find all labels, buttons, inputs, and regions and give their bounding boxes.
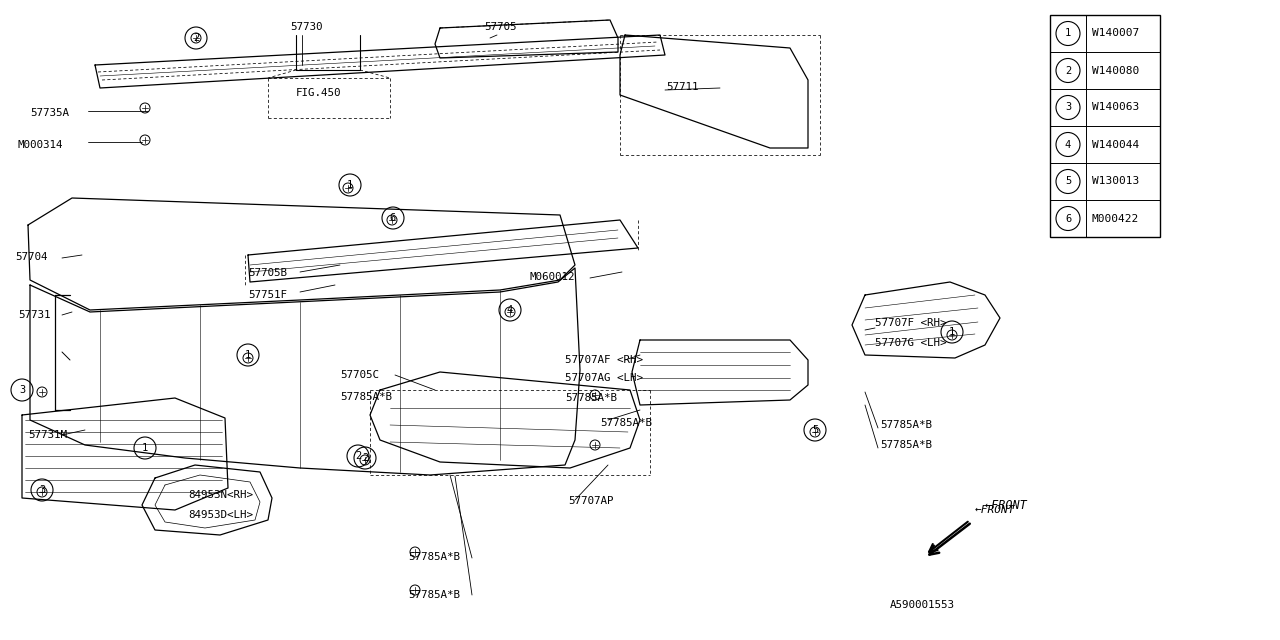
Text: 57707F <RH>: 57707F <RH>	[876, 318, 946, 328]
Text: 57705C: 57705C	[340, 370, 379, 380]
Text: 4: 4	[1065, 140, 1071, 150]
Text: 1: 1	[948, 327, 955, 337]
Text: FIG.450: FIG.450	[296, 88, 342, 98]
Text: ←FRONT: ←FRONT	[975, 505, 1015, 515]
Text: W130013: W130013	[1092, 177, 1139, 186]
Text: 84953D<LH>: 84953D<LH>	[188, 510, 253, 520]
Text: 2: 2	[1065, 65, 1071, 76]
Text: 6: 6	[390, 213, 396, 223]
Text: 4: 4	[507, 305, 513, 315]
Text: 57785A*B: 57785A*B	[408, 552, 460, 562]
Text: 84953N<RH>: 84953N<RH>	[188, 490, 253, 500]
Text: 57704: 57704	[15, 252, 47, 262]
Text: 57785A*B: 57785A*B	[340, 392, 392, 402]
Text: W140007: W140007	[1092, 29, 1139, 38]
Text: 57785A*B: 57785A*B	[881, 440, 932, 450]
Text: 6: 6	[1065, 214, 1071, 223]
Text: 2: 2	[355, 451, 361, 461]
Text: W140044: W140044	[1092, 140, 1139, 150]
Text: 1: 1	[142, 443, 148, 453]
Text: 57735A: 57735A	[29, 108, 69, 118]
Text: 57707AF <RH>: 57707AF <RH>	[564, 355, 643, 365]
Text: 5: 5	[812, 425, 818, 435]
Text: M060012: M060012	[530, 272, 576, 282]
Text: 3: 3	[1065, 102, 1071, 113]
Text: 2: 2	[362, 453, 369, 463]
Text: W140063: W140063	[1092, 102, 1139, 113]
Text: 57711: 57711	[666, 82, 699, 92]
Text: 2: 2	[193, 33, 200, 43]
Text: M000422: M000422	[1092, 214, 1139, 223]
Text: 57785A*B: 57785A*B	[600, 418, 652, 428]
Text: 1: 1	[1065, 29, 1071, 38]
Text: 57707G <LH>: 57707G <LH>	[876, 338, 946, 348]
Text: 57785A*B: 57785A*B	[881, 420, 932, 430]
Text: 1: 1	[244, 350, 251, 360]
Text: 3: 3	[38, 485, 45, 495]
Text: 57705B: 57705B	[248, 268, 287, 278]
Text: 57751F: 57751F	[248, 290, 287, 300]
Text: 57785A*B: 57785A*B	[408, 590, 460, 600]
Text: 57785A*B: 57785A*B	[564, 393, 617, 403]
Text: 1: 1	[347, 180, 353, 190]
Text: 57731: 57731	[18, 310, 50, 320]
Bar	[1050, 15, 1160, 237]
Text: 57707AP: 57707AP	[568, 496, 613, 506]
Text: 3: 3	[19, 385, 26, 395]
Text: M000314: M000314	[18, 140, 64, 150]
Text: 57705: 57705	[484, 22, 517, 32]
Text: A590001553: A590001553	[890, 600, 955, 610]
Text: 57730: 57730	[291, 22, 323, 32]
Text: 57731M: 57731M	[28, 430, 67, 440]
Text: 5: 5	[1065, 177, 1071, 186]
Text: 57707AG <LH>: 57707AG <LH>	[564, 373, 643, 383]
Text: W140080: W140080	[1092, 65, 1139, 76]
Text: ←FRONT: ←FRONT	[986, 499, 1028, 512]
